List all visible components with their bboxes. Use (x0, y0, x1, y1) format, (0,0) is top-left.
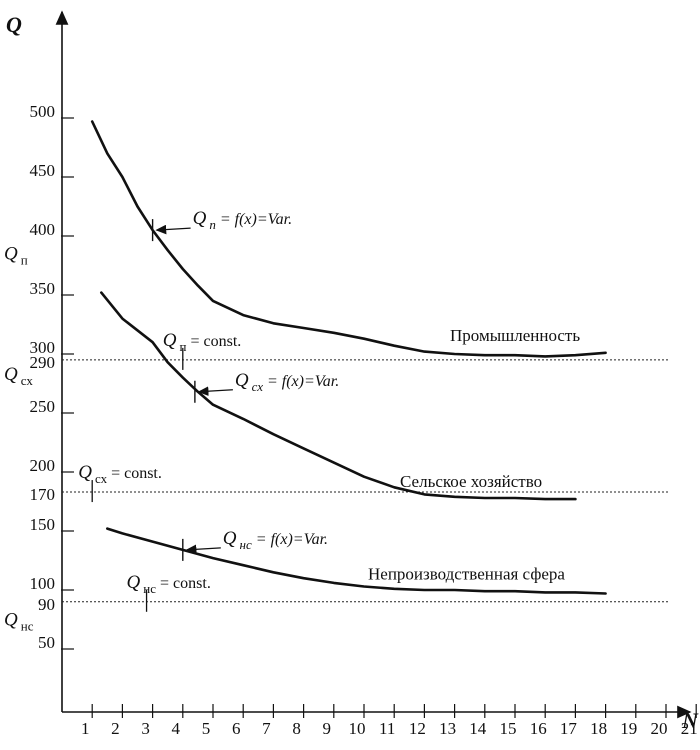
axes (55, 10, 697, 719)
x-tick-label: 20 (651, 719, 668, 738)
annotation-arrow (155, 224, 191, 235)
y-tick-label: 200 (30, 456, 56, 475)
y-tick-label: 100 (30, 574, 56, 593)
annotations (151, 219, 233, 561)
x-tick-label: 17 (560, 719, 578, 738)
x-tick-label: 6 (232, 719, 241, 738)
series-line (100, 291, 577, 501)
x-tick-label: 1 (81, 719, 90, 738)
annotation-arrow (185, 544, 221, 555)
y-tick-label: 450 (30, 161, 56, 180)
series-label: Промышленность (450, 326, 580, 345)
reference-lines (62, 347, 668, 612)
x-tick-label: 19 (620, 719, 637, 738)
reference-axis-label: 290 (30, 353, 56, 372)
y-tick-label: 150 (30, 515, 56, 534)
series-line (106, 527, 607, 595)
series-lines (90, 120, 607, 595)
x-tick-label: 2 (111, 719, 120, 738)
y-axis-title: Q (6, 12, 22, 37)
x-axis-title: N (681, 708, 699, 733)
y-tick-label: 400 (30, 220, 56, 239)
y-tick-label: 500 (30, 102, 56, 121)
x-tick-label: 11 (379, 719, 395, 738)
annotation-arrow (197, 386, 233, 396)
series-label: Непроизводственная сфера (368, 565, 565, 584)
x-tick-label: 3 (141, 719, 150, 738)
series-label: Сельское хозяйство (400, 472, 542, 491)
x-tick-label: 14 (469, 719, 487, 738)
y-tick-label: 300 (30, 338, 56, 357)
x-tick-label: 16 (530, 719, 547, 738)
series-line (90, 120, 607, 358)
y-tick-label: 350 (30, 279, 56, 298)
x-tick-label: 18 (590, 719, 607, 738)
y-tick-label: 50 (38, 633, 55, 652)
x-tick-label: 9 (323, 719, 332, 738)
x-tick-label: 4 (172, 719, 181, 738)
x-tick-label: 5 (202, 719, 211, 738)
x-tick-label: 12 (409, 719, 426, 738)
x-tick-label: 13 (439, 719, 456, 738)
reference-axis-label: 90 (38, 595, 55, 614)
x-tick-label: 7 (262, 719, 271, 738)
x-tick-label: 8 (292, 719, 301, 738)
x-tick-label: 15 (500, 719, 517, 738)
x-tick-label: 21 (681, 719, 698, 738)
x-tick-label: 10 (349, 719, 366, 738)
y-tick-label: 250 (30, 397, 56, 416)
reference-axis-label: 170 (30, 485, 56, 504)
